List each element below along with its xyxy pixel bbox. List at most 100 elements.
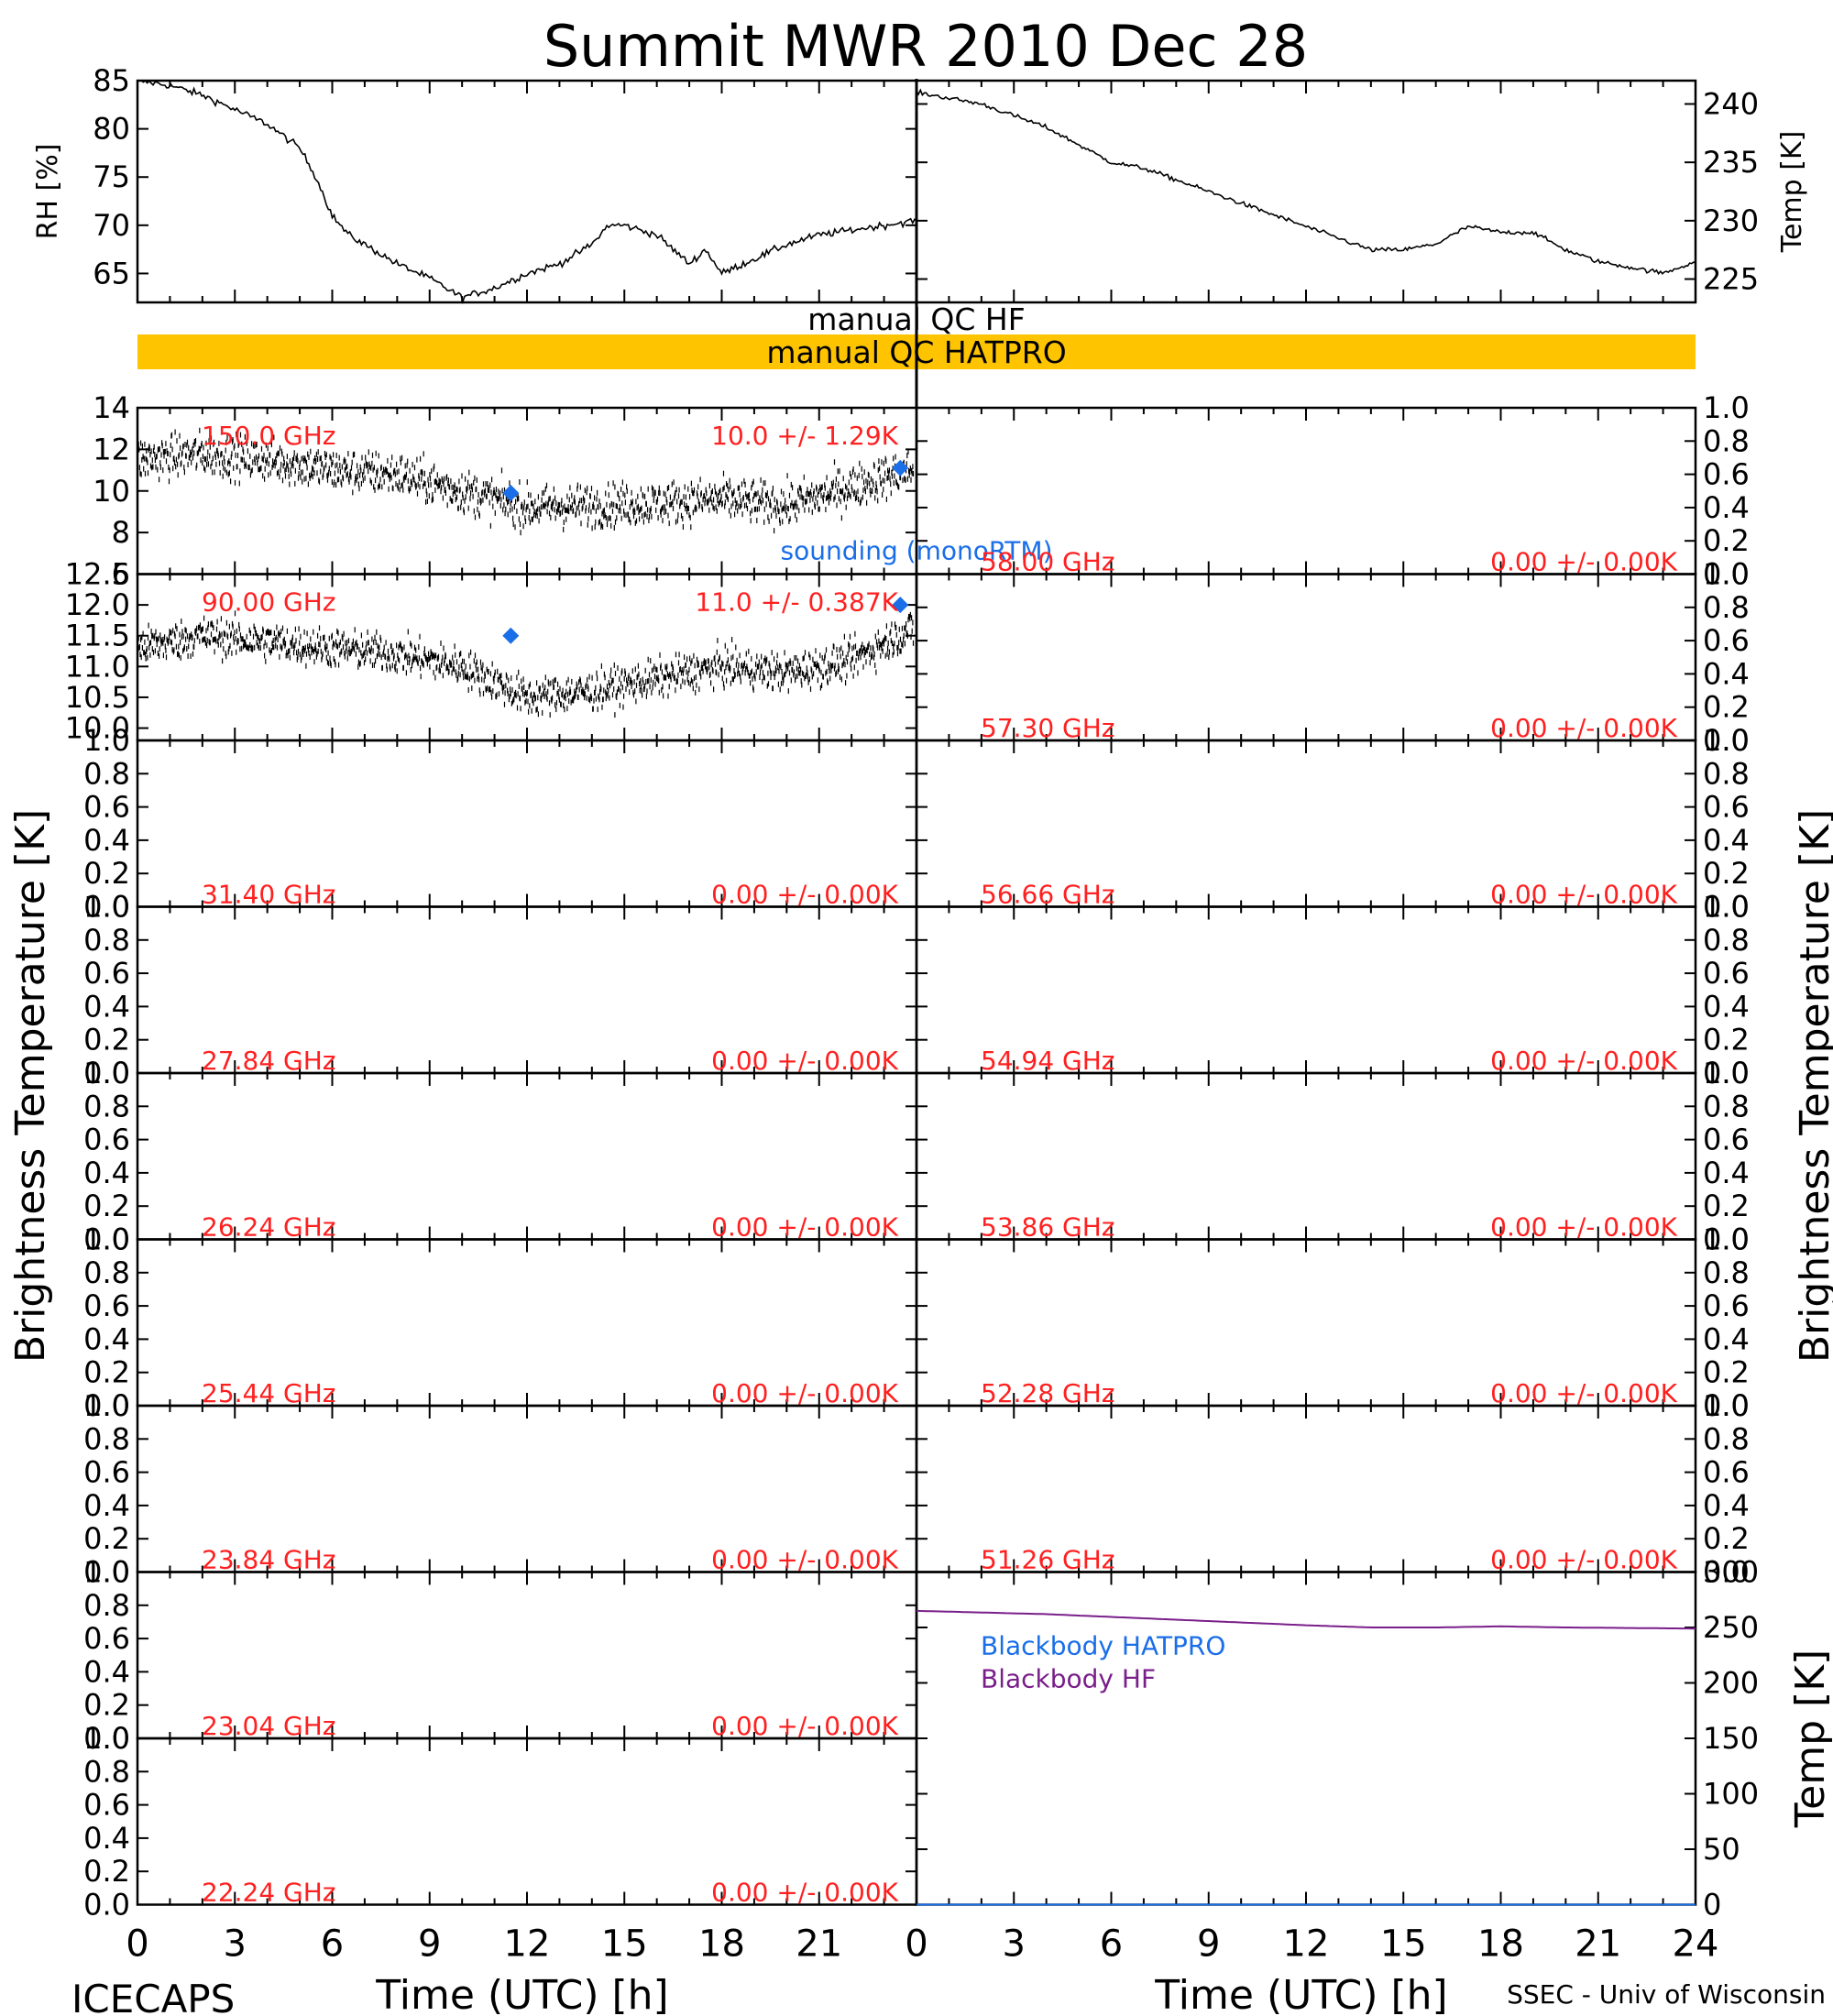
tb-22.24-y-tick-label: 1.0: [83, 1721, 130, 1756]
tb-25.44-y-tick-label: 0.8: [83, 1255, 130, 1290]
tb-54.94-stat-label: 0.00 +/- 0.00K: [1490, 1046, 1677, 1076]
x-tick-label-right: 9: [1197, 1923, 1220, 1966]
tb-23.84-y-tick-label: 0.4: [83, 1488, 130, 1523]
tb-56.66-freq-label: 56.66 GHz: [981, 880, 1115, 910]
tb-25.44-freq-label: 25.44 GHz: [202, 1378, 336, 1408]
tb-23.04-freq-label: 23.04 GHz: [202, 1711, 336, 1741]
tb-52.28-y-tick-label: 0.2: [1703, 1355, 1750, 1390]
rh-panel-y-tick-label: 80: [93, 112, 130, 147]
x-tick-label-right: 12: [1283, 1923, 1330, 1966]
tb-23.04-y-tick-label: 0.2: [83, 1688, 130, 1723]
tb-58.00-y-tick-label: 0.0: [1703, 557, 1750, 592]
tb-27.84-y-tick-label: 0.6: [83, 956, 130, 991]
tb-26.24-y-tick-label: 1.0: [83, 1056, 130, 1090]
tb-22.24-y-tick-label: 0.2: [83, 1854, 130, 1889]
blackbody-panel-y-tick-label: 250: [1703, 1610, 1759, 1645]
tb-57.30-y-tick-label: 1.0: [1703, 557, 1750, 592]
x-tick-label-left: 0: [126, 1923, 148, 1966]
x-tick-label-left: 21: [796, 1923, 842, 1966]
tb-51.26-y-tick-label: 0.2: [1703, 1521, 1750, 1556]
tb-53.86-y-tick-label: 0.8: [1703, 1089, 1750, 1123]
tb-31.40-y-tick-label: 1.0: [83, 723, 130, 758]
tb-31.40-y-tick-label: 0.0: [83, 890, 130, 925]
tb-26.24-y-tick-label: 0.2: [83, 1189, 130, 1223]
rh-panel-y-tick-label: 85: [93, 63, 130, 98]
tb-25.44-stat-label: 0.00 +/- 0.00K: [711, 1378, 898, 1408]
footer-icecaps: ICECAPS: [71, 1977, 235, 2016]
tb-31.40-freq-label: 31.40 GHz: [202, 880, 336, 910]
tb-26.24-y-tick-label: 0.8: [83, 1089, 130, 1123]
tb-150-sounding-point: [502, 485, 520, 502]
tb-90-stat-label: 11.0 +/- 0.387K: [695, 587, 898, 618]
tb-26.24-y-tick-label: 0.0: [83, 1222, 130, 1257]
tb-57.30-stat-label: 0.00 +/- 0.00K: [1490, 713, 1677, 743]
tb-150-y-tick-label: 12: [93, 432, 130, 466]
qc-hatpro-label: manual QC HATPRO: [766, 334, 1066, 370]
tb-53.86-y-tick-label: 0.2: [1703, 1189, 1750, 1223]
tb-56.66-y-tick-label: 0.6: [1703, 790, 1750, 825]
tb-58.00-y-tick-label: 0.4: [1703, 490, 1750, 525]
x-axis-label-left: Time (UTC) [h]: [375, 1972, 668, 2016]
rh-panel-frame: [136, 79, 918, 304]
blackbody-panel-y-tick-label: 200: [1703, 1666, 1759, 1701]
tb-56.66-y-tick-label: 0.2: [1703, 856, 1750, 891]
tb-25.44-y-tick-label: 0.2: [83, 1355, 130, 1390]
tb-52.28-stat-label: 0.00 +/- 0.00K: [1490, 1378, 1677, 1408]
figure-title: Summit MWR 2010 Dec 28: [543, 13, 1308, 80]
rh-panel-y-tick-label: 70: [93, 208, 130, 243]
tb-23.04-y-tick-label: 1.0: [83, 1555, 130, 1590]
blackbody-axis-label: Temp [K]: [1787, 1649, 1833, 1828]
tb-90-y-tick-label: 10.0: [65, 711, 130, 746]
tb-27.84-y-tick-label: 0.2: [83, 1023, 130, 1057]
tb-54.94-y-tick-label: 0.4: [1703, 989, 1750, 1024]
tb-54.94-freq-label: 54.94 GHz: [981, 1046, 1115, 1076]
legend-blackbody-hatpro: Blackbody HATPRO: [981, 1631, 1225, 1661]
tb-27.84-y-tick-label: 0.0: [83, 1056, 130, 1090]
tb-90-sounding-point: [502, 627, 520, 644]
tb-150-y-tick-label: 10: [93, 474, 130, 509]
tb-23.84-stat-label: 0.00 +/- 0.00K: [711, 1545, 898, 1575]
tb-150-stat-label: 10.0 +/- 1.29K: [711, 421, 898, 451]
x-tick-label-left: 9: [418, 1923, 441, 1966]
footer-ssec: SSEC - Univ of Wisconsin: [1507, 1979, 1826, 2010]
tb-51.26-y-tick-label: 1.0: [1703, 1388, 1750, 1423]
tb-58.00-y-tick-label: 0.8: [1703, 423, 1750, 458]
blackbody-panel-y-tick-label: 100: [1703, 1777, 1759, 1812]
blackbody-hf-line: [916, 1609, 1696, 1630]
x-tick-label-right: 0: [905, 1923, 927, 1966]
x-tick-label-right: 15: [1380, 1923, 1427, 1966]
tb-51.26-stat-label: 0.00 +/- 0.00K: [1490, 1545, 1677, 1575]
tb-26.24-y-tick-label: 0.4: [83, 1156, 130, 1190]
tb-23.04-y-tick-label: 0.0: [83, 1721, 130, 1756]
tb-23.04-stat-label: 0.00 +/- 0.00K: [711, 1711, 898, 1741]
tb-53.86-y-tick-label: 0.6: [1703, 1123, 1750, 1157]
tb-22.24-y-tick-label: 0.8: [83, 1754, 130, 1789]
tb-53.86-y-tick-label: 1.0: [1703, 1056, 1750, 1090]
tb-90-y-tick-label: 11.0: [65, 649, 130, 684]
tb-58.00-y-tick-label: 0.6: [1703, 457, 1750, 492]
tb-31.40-y-tick-label: 0.4: [83, 823, 130, 858]
tb-53.86-y-tick-label: 0.0: [1703, 1222, 1750, 1257]
temp-line: [916, 88, 1696, 276]
tb-56.66-y-tick-label: 0.4: [1703, 823, 1750, 858]
x-tick-label-right: 24: [1673, 1923, 1719, 1966]
tb-56.66-stat-label: 0.00 +/- 0.00K: [1490, 880, 1677, 910]
tb-150-y-tick-label: 6: [112, 557, 130, 592]
tb-22.24-y-tick-label: 0.6: [83, 1788, 130, 1823]
tb-90-sounding-point: [892, 597, 909, 614]
tb-25.44-y-tick-label: 1.0: [83, 1222, 130, 1257]
tb-52.28-y-tick-label: 0.0: [1703, 1388, 1750, 1423]
rh-panel-y-tick-label: 65: [93, 256, 130, 290]
tb-54.94-y-tick-label: 1.0: [1703, 890, 1750, 925]
rh-panel-y-tick-label: 75: [93, 159, 130, 194]
legend-blackbody-hf: Blackbody HF: [981, 1664, 1156, 1694]
tb-57.30-freq-label: 57.30 GHz: [981, 713, 1115, 743]
tb-150-y-tick-label: 14: [93, 390, 130, 425]
tb-22.24-y-tick-label: 0.4: [83, 1821, 130, 1856]
tb-22.24-freq-label: 22.24 GHz: [202, 1878, 336, 1908]
tb-27.84-stat-label: 0.00 +/- 0.00K: [711, 1046, 898, 1076]
tb-26.24-y-tick-label: 0.6: [83, 1123, 130, 1157]
tb-54.94-y-tick-label: 0.0: [1703, 1056, 1750, 1090]
blackbody-panel-y-tick-label: 0: [1703, 1888, 1721, 1923]
tb-90-y-tick-label: 11.5: [65, 619, 130, 653]
